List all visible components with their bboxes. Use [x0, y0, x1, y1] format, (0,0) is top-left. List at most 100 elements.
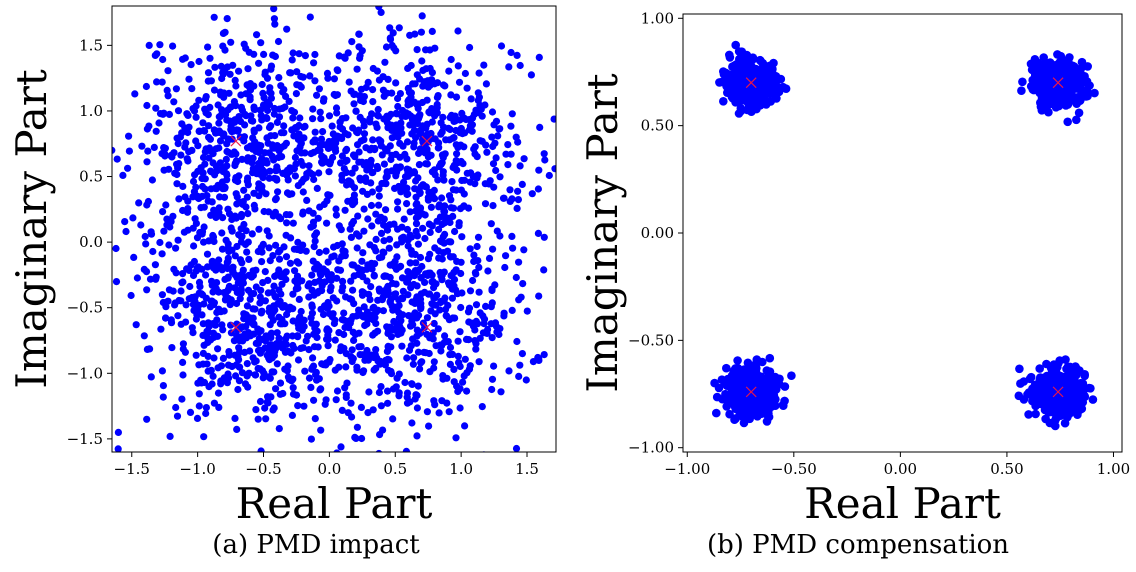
data-point: [780, 396, 789, 406]
data-point: [778, 82, 788, 92]
data-point: [198, 174, 206, 183]
data-point: [337, 226, 345, 234]
data-point: [264, 106, 272, 115]
data-point: [488, 299, 496, 307]
data-point: [514, 187, 522, 195]
axes-frame: [111, 5, 557, 453]
data-point: [748, 365, 757, 374]
data-point: [353, 244, 361, 252]
data-point: [224, 244, 232, 252]
data-point: [489, 245, 497, 253]
data-point: [240, 137, 248, 145]
data-point: [765, 353, 775, 363]
data-point: [209, 329, 217, 337]
data-point: [271, 20, 279, 28]
data-point: [195, 57, 203, 66]
data-point: [381, 272, 389, 280]
data-point: [259, 89, 267, 97]
data-point: [378, 179, 386, 188]
data-point: [347, 399, 355, 407]
data-point: [1044, 403, 1053, 413]
data-point: [212, 145, 220, 153]
data-point: [369, 86, 377, 94]
data-point: [377, 383, 385, 391]
data-point: [447, 196, 455, 204]
data-point: [280, 129, 288, 137]
data-point: [179, 182, 187, 190]
data-point: [213, 308, 221, 317]
data-point: [282, 231, 290, 239]
data-point: [295, 295, 303, 303]
data-point: [273, 142, 281, 150]
data-point: [463, 84, 471, 92]
y-tick-label: −0.50: [628, 331, 674, 349]
data-point: [257, 346, 265, 354]
data-point: [316, 203, 324, 211]
x-axis-label: Real Part: [804, 479, 1001, 528]
data-point: [512, 444, 521, 452]
data-point: [473, 242, 481, 251]
data-point: [1062, 58, 1071, 67]
data-point: [732, 60, 741, 69]
data-point: [177, 151, 185, 159]
data-point: [379, 248, 387, 256]
data-point: [258, 80, 266, 89]
data-point: [147, 373, 155, 381]
data-point: [347, 277, 355, 285]
data-point: [301, 52, 309, 60]
data-point: [289, 341, 297, 350]
data-point: [457, 303, 465, 312]
data-point: [349, 354, 357, 363]
data-point: [119, 171, 127, 179]
data-point: [340, 330, 348, 339]
data-point: [487, 320, 495, 328]
data-point: [714, 383, 724, 393]
data-point: [251, 305, 259, 313]
data-point: [507, 150, 515, 158]
data-point: [149, 247, 157, 256]
data-point: [535, 292, 543, 300]
data-point: [264, 276, 272, 284]
data-point: [757, 372, 766, 382]
data-point: [275, 255, 284, 263]
data-point: [204, 367, 212, 375]
data-point: [272, 241, 280, 249]
data-point: [452, 434, 460, 442]
data-point: [252, 406, 260, 414]
data-point: [202, 271, 210, 279]
data-point: [265, 174, 273, 182]
data-point: [299, 208, 307, 216]
data-point: [386, 323, 394, 331]
data-point: [233, 425, 241, 433]
data-point: [468, 127, 476, 135]
data-point: [205, 154, 213, 162]
data-point: [160, 144, 168, 152]
data-point: [508, 110, 516, 118]
data-point: [195, 402, 203, 410]
data-point: [719, 70, 729, 79]
data-point: [780, 382, 790, 391]
data-point: [179, 371, 187, 379]
y-tick-label: −1.5: [67, 430, 103, 448]
data-point: [244, 157, 252, 165]
data-point: [731, 40, 740, 50]
data-point: [366, 241, 374, 249]
data-point: [1017, 86, 1026, 95]
data-point: [567, 175, 574, 182]
data-point: [516, 162, 524, 170]
data-point: [401, 151, 409, 159]
data-point: [435, 225, 443, 234]
data-point: [350, 100, 358, 108]
data-point: [413, 71, 421, 79]
data-point: [475, 69, 483, 77]
data-point: [265, 308, 273, 316]
data-point: [489, 160, 498, 168]
data-point: [435, 143, 443, 151]
data-point: [341, 247, 349, 256]
data-point: [383, 387, 392, 395]
data-point: [294, 356, 303, 364]
data-point: [307, 314, 315, 322]
data-point: [483, 148, 491, 156]
data-point: [170, 98, 178, 106]
data-point: [1073, 400, 1083, 409]
